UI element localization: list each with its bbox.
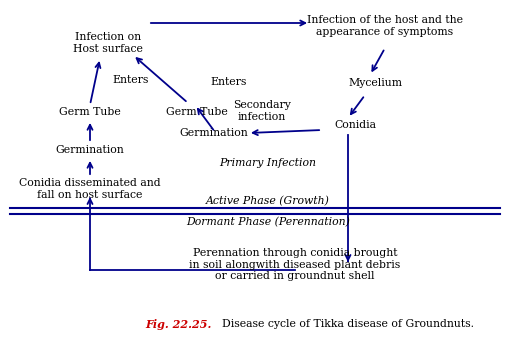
Text: Enters: Enters (112, 75, 148, 85)
Text: Primary Infection: Primary Infection (219, 158, 316, 168)
Text: Infection on
Host surface: Infection on Host surface (73, 32, 143, 54)
Text: Germination: Germination (179, 128, 247, 138)
Text: Germination: Germination (55, 145, 124, 155)
Text: Infection of the host and the
appearance of symptoms: Infection of the host and the appearance… (306, 15, 462, 37)
Text: Dormant Phase (Perennation): Dormant Phase (Perennation) (186, 217, 349, 227)
Text: Enters: Enters (210, 77, 246, 87)
Text: Perennation through conidia brought
in soil alongwith diseased plant debris
or c: Perennation through conidia brought in s… (189, 248, 400, 281)
Text: Disease cycle of Tikka disease of Groundnuts.: Disease cycle of Tikka disease of Ground… (221, 319, 473, 329)
Text: Active Phase (Growth): Active Phase (Growth) (206, 196, 329, 206)
Text: Conidia disseminated and
fall on host surface: Conidia disseminated and fall on host su… (19, 178, 160, 200)
Text: Germ Tube: Germ Tube (166, 107, 228, 117)
Text: Mycelium: Mycelium (347, 78, 401, 88)
Text: Secondary
infection: Secondary infection (233, 100, 290, 122)
Text: Conidia: Conidia (333, 120, 375, 130)
Text: Fig. 22.25.: Fig. 22.25. (145, 319, 211, 330)
Text: Germ Tube: Germ Tube (59, 107, 121, 117)
